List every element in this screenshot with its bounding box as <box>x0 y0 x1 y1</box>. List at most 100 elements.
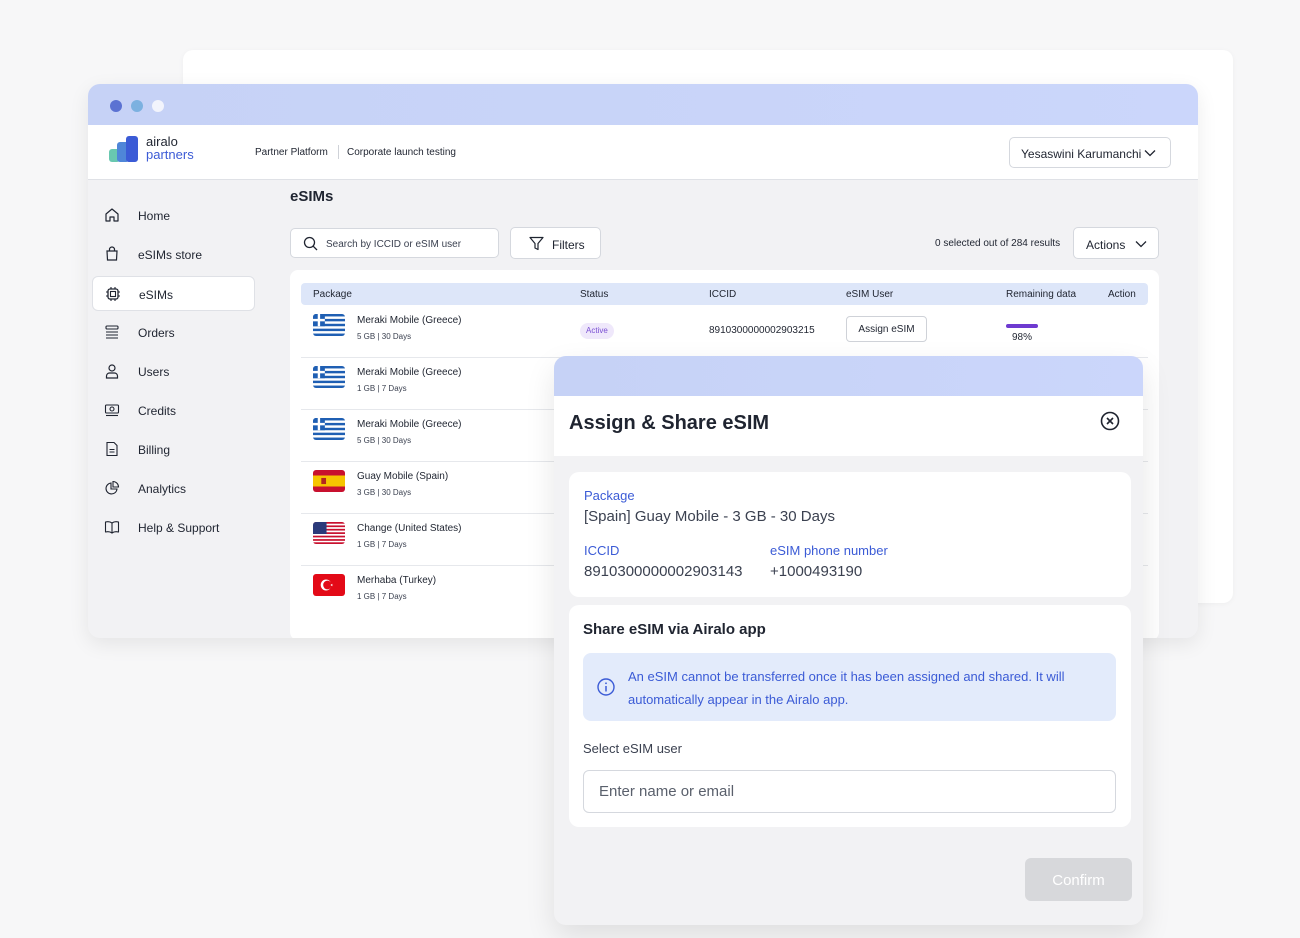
sidebar-item-label: eSIMs store <box>138 248 203 262</box>
modal-top-bar <box>554 356 1143 396</box>
user-menu-dropdown[interactable]: Yesaswini Karumanchi <box>1009 137 1171 168</box>
app-header: airalo partners Partner Platform Corpora… <box>88 125 1198 180</box>
sidebar-item-label: eSIMs <box>139 288 174 302</box>
sidebar-item-label: Help & Support <box>138 521 220 535</box>
filters-button[interactable]: Filters <box>510 227 601 259</box>
package-name: Guay Mobile (Spain) <box>357 471 449 482</box>
iccid-label: ICCID <box>584 543 620 558</box>
window-titlebar <box>88 84 1198 125</box>
chevron-down-icon <box>1135 241 1147 248</box>
assign-esim-label: Assign eSIM <box>858 324 915 335</box>
confirm-button[interactable]: Confirm <box>1025 858 1132 901</box>
sidebar-item-credits[interactable]: Credits <box>92 393 255 428</box>
banknote-icon <box>104 404 120 417</box>
window-dot-3[interactable] <box>152 100 164 112</box>
book-icon <box>104 521 120 534</box>
window-dot-2[interactable] <box>131 100 143 112</box>
filter-icon <box>529 236 544 251</box>
esim-user-input[interactable] <box>583 770 1116 813</box>
info-alert: An eSIM cannot be transferred once it ha… <box>583 653 1116 721</box>
stack-icon <box>105 325 119 339</box>
sidebar-item-users[interactable]: Users <box>92 354 255 389</box>
table-header: Package Status ICCID eSIM User Remaining… <box>301 283 1148 305</box>
chip-icon <box>106 287 120 301</box>
airalo-logo-icon <box>109 136 138 162</box>
modal-title: Assign & Share eSIM <box>569 412 770 434</box>
package-details: 1 GB | 7 Days <box>357 540 407 549</box>
column-header-status[interactable]: Status <box>580 289 609 300</box>
search-input[interactable]: Search by ICCID or eSIM user <box>290 228 499 258</box>
phone-number-value: +1000493190 <box>770 563 863 580</box>
column-header-action: Action <box>1108 289 1136 300</box>
sidebar-item-label: Home <box>138 209 171 223</box>
greece-flag-icon <box>313 314 345 336</box>
sidebar-item-analytics[interactable]: Analytics <box>92 471 255 506</box>
user-name: Yesaswini Karumanchi <box>1021 147 1142 161</box>
greece-flag-icon <box>313 418 345 440</box>
shopping-bag-icon <box>106 246 118 261</box>
column-header-iccid[interactable]: ICCID <box>709 289 737 300</box>
package-name: Meraki Mobile (Greece) <box>357 419 462 430</box>
share-title: Share eSIM via Airalo app <box>583 621 766 638</box>
sidebar-item-label: Credits <box>138 404 177 418</box>
greece-flag-icon <box>313 366 345 388</box>
close-icon[interactable] <box>1099 410 1121 432</box>
package-name: Merhaba (Turkey) <box>357 575 437 586</box>
window-dot-1[interactable] <box>110 100 122 112</box>
filters-label: Filters <box>552 238 585 252</box>
sidebar-item-esims[interactable]: eSIMs <box>92 276 255 311</box>
sidebar-item-orders[interactable]: Orders <box>92 315 255 350</box>
select-user-label: Select eSIM user <box>583 741 682 756</box>
actions-label: Actions <box>1086 238 1126 252</box>
confirm-label: Confirm <box>1052 872 1105 889</box>
sidebar-item-label: Orders <box>138 326 175 340</box>
sidebar-item-label: Users <box>138 365 170 379</box>
package-name: Change (United States) <box>357 523 462 534</box>
user-icon <box>105 364 119 379</box>
package-details: 3 GB | 30 Days <box>357 488 412 497</box>
info-alert-text: An eSIM cannot be transferred once it ha… <box>628 669 1065 707</box>
column-header-package[interactable]: Package <box>313 289 352 300</box>
remaining-data-bar <box>1006 324 1038 328</box>
package-name: Meraki Mobile (Greece) <box>357 315 462 326</box>
actions-dropdown[interactable]: Actions <box>1073 227 1159 259</box>
remaining-data-label: 98% <box>1012 332 1033 343</box>
page-title: eSIMs <box>290 188 334 205</box>
breadcrumb-corporate[interactable]: Corporate launch testing <box>347 147 456 158</box>
info-icon <box>597 678 615 696</box>
table-row[interactable]: Merhaba (Turkey) 1 GB | 7 Days <box>301 566 1148 618</box>
package-name: Meraki Mobile (Greece) <box>357 367 462 378</box>
iccid-value: 8910300000002903215 <box>709 325 815 336</box>
iccid-value: 8910300000002903143 <box>584 563 743 580</box>
column-header-remaining-data[interactable]: Remaining data <box>1006 289 1077 300</box>
sidebar-item-label: Billing <box>138 443 171 457</box>
modal-header: Assign & Share eSIM <box>554 396 1143 456</box>
selection-count: 0 selected out of 284 results <box>935 238 1061 249</box>
turkey-flag-icon <box>313 574 345 596</box>
package-value: [Spain] Guay Mobile - 3 GB - 30 Days <box>584 508 835 525</box>
status-badge: Active <box>580 323 614 339</box>
phone-number-label: eSIM phone number <box>770 543 888 558</box>
package-details: 1 GB | 7 Days <box>357 384 407 393</box>
pie-chart-icon <box>105 480 120 495</box>
table-row[interactable]: Meraki Mobile (Greece) 5 GB | 30 Days Ac… <box>301 306 1148 358</box>
sidebar-item-label: Analytics <box>138 482 187 496</box>
sidebar-item-home[interactable]: Home <box>92 198 255 233</box>
package-details: 5 GB | 30 Days <box>357 332 412 341</box>
sidebar-item-billing[interactable]: Billing <box>92 432 255 467</box>
assign-esim-button[interactable]: Assign eSIM <box>846 316 927 342</box>
share-esim-card: Share eSIM via Airalo app An eSIM cannot… <box>569 605 1131 827</box>
document-icon <box>106 441 118 457</box>
package-details: 1 GB | 7 Days <box>357 592 407 601</box>
home-icon <box>105 208 119 222</box>
airalo-partners-logo[interactable]: airalo partners <box>109 134 201 164</box>
breadcrumb-partner-platform[interactable]: Partner Platform <box>255 147 328 158</box>
package-summary-card: Package [Spain] Guay Mobile - 3 GB - 30 … <box>569 472 1131 597</box>
logo-text-partners: partners <box>146 147 194 162</box>
search-placeholder: Search by ICCID or eSIM user <box>326 239 462 250</box>
sidebar-item-esims-store[interactable]: eSIMs store <box>92 237 255 272</box>
spain-flag-icon <box>313 470 345 492</box>
sidebar-item-help-support[interactable]: Help & Support <box>92 510 255 545</box>
column-header-esim-user[interactable]: eSIM User <box>846 289 894 300</box>
package-details: 5 GB | 30 Days <box>357 436 412 445</box>
